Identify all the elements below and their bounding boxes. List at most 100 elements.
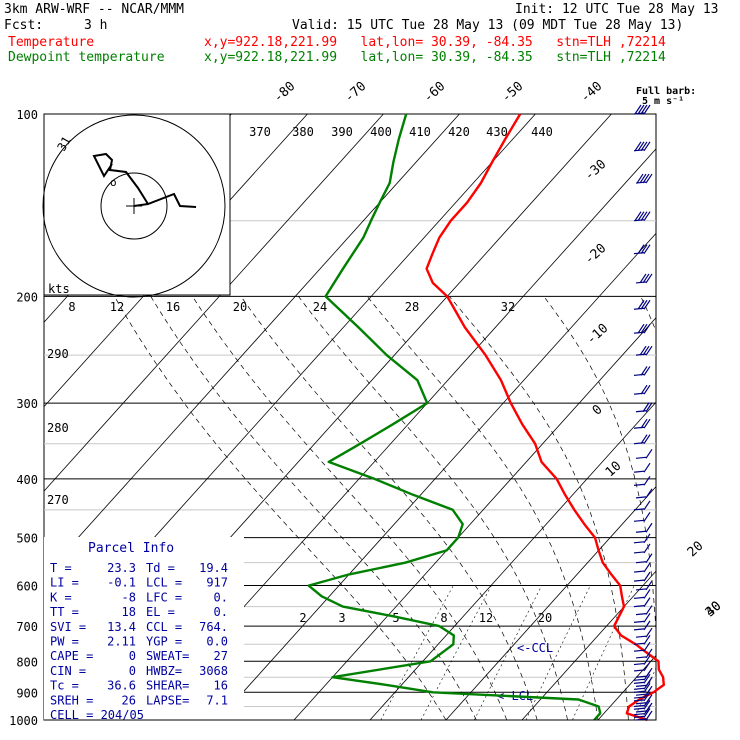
theta-label-380: 380 <box>292 125 314 139</box>
mixing-ratio-label-8: 8 <box>440 611 447 625</box>
pressure-label-900: 900 <box>16 686 38 700</box>
dewpoint-trace <box>307 113 602 721</box>
mixing-ratio-line-20 <box>633 667 657 721</box>
barb-key-value: 5 m s⁻¹ <box>642 96 684 107</box>
mixing-ratio-label-20: 20 <box>538 611 552 625</box>
wind-barb-730 <box>635 627 653 638</box>
parcel-row-value-b: 19.4 <box>199 561 228 575</box>
parcel-row-value-b: 27 <box>214 649 228 663</box>
parcel-row-label-b: LAPSE= <box>146 693 189 707</box>
parcel-row-value-a: -0.1 <box>107 576 136 590</box>
wind-barb-470 <box>633 511 651 522</box>
parcel-row-value-b: 7.1 <box>206 693 228 707</box>
model-title: 3km ARW-WRF -- NCAR/MMM <box>4 2 185 17</box>
pressure-label-300: 300 <box>16 397 38 411</box>
temp-tick-label-10: 20 <box>685 539 707 561</box>
pressure-label-600: 600 <box>16 580 38 594</box>
wind-barb-170 <box>633 244 651 255</box>
parcel-row-label-b: Td = <box>146 561 175 575</box>
temperature-trace <box>425 113 665 722</box>
parcel-row-value-a: 23.3 <box>107 561 136 575</box>
parcel-row-value-a: 36.6 <box>107 679 136 693</box>
wind-barb-610 <box>635 580 653 591</box>
wind-barb-710 <box>633 620 651 631</box>
moist-adiabat-20 <box>366 296 599 721</box>
parcel-row-label-a: SREH = <box>50 693 93 707</box>
pressure-label-800: 800 <box>16 655 38 669</box>
parcel-row-label-a: SVI = <box>50 620 86 634</box>
dewpoint-legend-label: Dewpoint temperature <box>8 50 165 65</box>
temp-tick-label-7: -10 <box>584 321 611 348</box>
wind-barb-880 <box>635 677 653 687</box>
theta-label-440: 440 <box>531 125 553 139</box>
wind-barb-810 <box>633 655 651 666</box>
wind-barb-130 <box>635 173 653 184</box>
temp-tick-label-8: 0 <box>590 402 606 418</box>
moist-adiabat-8 <box>192 296 508 721</box>
moist-adiabat-4 <box>150 296 477 721</box>
wind-barb-870 <box>633 674 651 684</box>
temp-tick-label-9: 10 <box>603 459 625 481</box>
wind-barb-490 <box>635 522 653 533</box>
parcel-row-label-a: CIN = <box>50 664 86 678</box>
hodograph-inner-ring <box>100 172 168 240</box>
wind-barb-630 <box>633 589 651 599</box>
wind-barb-690 <box>633 613 651 623</box>
theta-side-label-290: 290 <box>47 347 69 361</box>
temp-tick-label-12: 40 <box>703 599 725 621</box>
wind-barb-850 <box>635 667 653 678</box>
parcel-row-label-a: CAPE = <box>50 649 93 663</box>
isotherm--80 <box>43 113 384 492</box>
wind-barb-115 <box>633 141 651 152</box>
parcel-row-value-b: 764. <box>199 620 228 634</box>
mixing-ratio-line-2 <box>380 585 454 721</box>
hodograph-outer-ring <box>42 114 226 298</box>
wind-barb-510 <box>633 533 651 544</box>
wind-barb-990 <box>633 708 651 718</box>
wind-barb-590 <box>633 571 651 582</box>
parcel-row-label-b: EL = <box>146 605 175 619</box>
parcel-row-label-a: LI = <box>50 576 79 590</box>
wind-barb-910 <box>635 685 653 696</box>
parcel-row-label-a: Tc = <box>50 679 79 693</box>
wind-barb-350 <box>633 434 651 445</box>
theta-side-label-270: 270 <box>47 493 69 507</box>
theta-label-400: 400 <box>370 125 392 139</box>
moist-adiabat-12 <box>240 296 538 721</box>
theta-side-label-280: 280 <box>47 421 69 435</box>
temp-tick-label-0: -80 <box>271 79 298 106</box>
hodograph-marker: o <box>110 176 117 189</box>
hodograph-speed-tick-16: 16 <box>166 300 180 314</box>
temp-tick-label-3: -50 <box>499 79 526 106</box>
wind-barb-650 <box>633 597 651 608</box>
wind-barb-310 <box>635 402 653 413</box>
temp-tick-label-4: -40 <box>578 79 605 106</box>
dewpoint-location-info: x,y=922.18,221.99 lat,lon= 30.39, -84.35… <box>204 50 666 65</box>
mixing-ratio-label-12: 12 <box>479 611 493 625</box>
temp-tick-label-1: -70 <box>342 79 369 106</box>
wind-barb-670 <box>635 605 653 616</box>
isotherm--30 <box>217 233 657 721</box>
theta-label-370: 370 <box>249 125 271 139</box>
parcel-row-label-a: CELL = 204/05 <box>50 708 144 722</box>
pressure-label-500: 500 <box>16 532 38 546</box>
parcel-row-label-b: CCL = <box>146 620 182 634</box>
wind-barb-410 <box>633 476 651 486</box>
valid-time: Valid: 15 UTC Tue 28 May 13 (09 MDT Tue … <box>292 18 684 33</box>
wind-barb-930 <box>633 691 651 702</box>
isotherm-10 <box>521 570 657 721</box>
forecast-label: Fcst: <box>4 18 44 33</box>
isotherm-0 <box>445 486 657 721</box>
parcel-row-value-a: 26 <box>122 693 136 707</box>
parcel-row-value-a: 13.4 <box>107 620 136 634</box>
moist-adiabat-16 <box>298 296 568 721</box>
parcel-row-value-b: 0.0 <box>206 635 228 649</box>
parcel-row-value-b: 917 <box>206 576 228 590</box>
wind-barb-390 <box>633 462 651 473</box>
parcel-row-label-a: PW = <box>50 635 79 649</box>
forecast-hours: 3 h <box>84 18 108 33</box>
pressure-label-200: 200 <box>16 290 38 304</box>
parcel-row-value-a: 18 <box>122 605 136 619</box>
wind-barb-270 <box>633 366 651 377</box>
wind-barb-230 <box>633 323 651 334</box>
